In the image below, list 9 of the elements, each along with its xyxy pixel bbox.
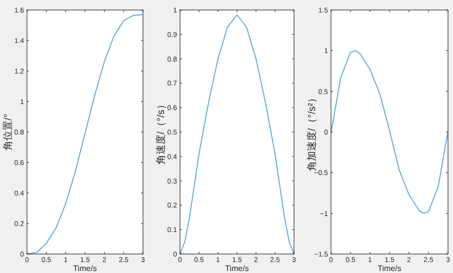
- y-axis-title: 角速度/（°/s）: [155, 100, 167, 164]
- y-axis-title: 角加速度/（°/s²）: [306, 93, 318, 171]
- line-series: [180, 14, 294, 254]
- line-series: [26, 14, 144, 254]
- x-axis-title: Time/s: [73, 264, 97, 273]
- x-axis-title: Time/s: [225, 264, 249, 273]
- line-series: [330, 50, 448, 214]
- x-axis-title: Time/s: [378, 264, 402, 273]
- y-axis-title: 角位置/°: [2, 114, 14, 150]
